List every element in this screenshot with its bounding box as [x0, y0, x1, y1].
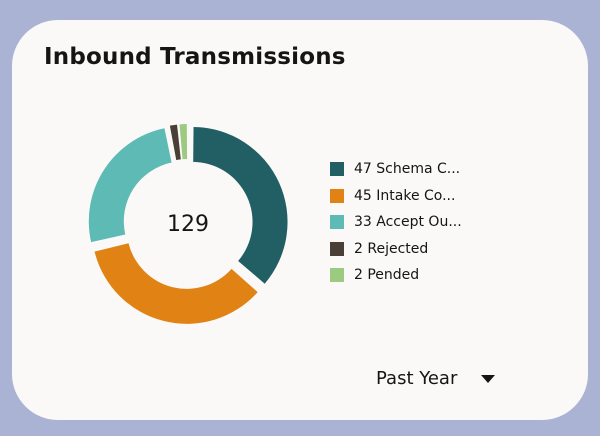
legend-label-rejected: 2 Rejected [354, 240, 429, 257]
time-period-label: Past Year [376, 368, 458, 389]
card-title: Inbound Transmissions [44, 44, 346, 70]
donut-chart [86, 122, 290, 326]
donut-slice-pended[interactable] [179, 124, 188, 160]
legend-label-accept: 33 Accept Ou... [354, 214, 462, 231]
legend-item-rejected[interactable]: 2 Rejected [330, 236, 462, 263]
legend-swatch-pended [330, 268, 344, 283]
chart-legend: 47 Schema C... 45 Intake Co... 33 Accept… [330, 156, 462, 289]
donut-svg [88, 124, 288, 324]
legend-swatch-intake [330, 188, 344, 203]
legend-item-accept[interactable]: 33 Accept Ou... [330, 209, 462, 236]
legend-swatch-accept [330, 215, 344, 230]
legend-label-schema: 47 Schema C... [354, 161, 461, 178]
legend-label-pended: 2 Pended [354, 267, 420, 284]
inbound-transmissions-card: Inbound Transmissions 129 47 Schema C...… [12, 20, 588, 420]
time-period-dropdown[interactable]: Past Year [376, 368, 496, 389]
donut-center-total: 129 [86, 122, 290, 326]
legend-swatch-schema [330, 162, 344, 177]
donut-slice-intake[interactable] [94, 243, 258, 324]
donut-slice-schema[interactable] [193, 126, 288, 284]
total-count: 129 [167, 211, 209, 237]
legend-swatch-rejected [330, 241, 344, 256]
legend-item-intake[interactable]: 45 Intake Co... [330, 183, 462, 210]
caret-down-icon [481, 374, 496, 383]
donut-slice-rejected[interactable] [169, 124, 181, 161]
legend-item-schema[interactable]: 47 Schema C... [330, 156, 462, 183]
legend-label-intake: 45 Intake Co... [354, 187, 456, 204]
legend-item-pended[interactable]: 2 Pended [330, 262, 462, 289]
donut-slice-accept[interactable] [88, 128, 172, 243]
